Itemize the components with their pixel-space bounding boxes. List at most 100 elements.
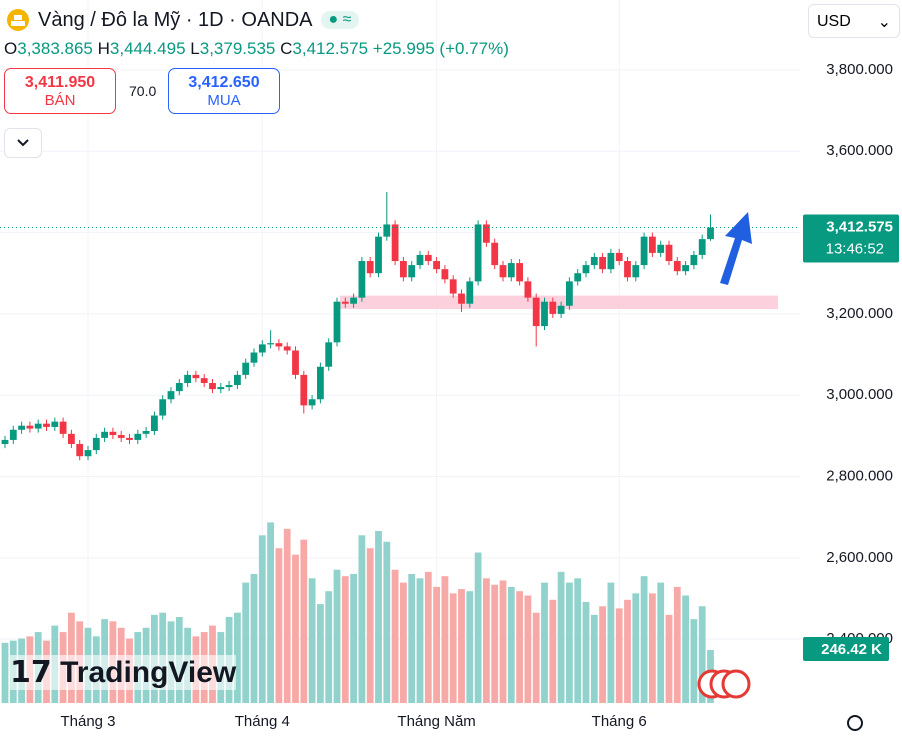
change: +25.995 (+0.77%) — [372, 39, 509, 58]
candle-body — [267, 343, 274, 345]
candle-body — [474, 224, 482, 282]
candle-body — [283, 346, 291, 351]
gold-icon — [7, 9, 29, 31]
volume-bar — [325, 591, 333, 703]
volume-bar — [466, 591, 474, 703]
candle-body — [449, 279, 457, 294]
candle-body — [458, 293, 465, 304]
price-axis-bg — [800, 0, 902, 739]
candle-body — [433, 261, 440, 270]
candle-body — [707, 227, 714, 240]
candle-body — [624, 261, 631, 278]
volume-bar — [341, 576, 349, 703]
volume-bar — [441, 576, 449, 703]
volume-bar — [582, 601, 590, 703]
volume-bar — [366, 548, 374, 703]
y-tick-label: 3,000.000 — [826, 386, 893, 403]
c-label: C — [280, 39, 293, 58]
volume-bar — [566, 582, 573, 703]
candle-body — [18, 425, 25, 430]
candle-body — [225, 385, 233, 388]
candle-body — [117, 435, 125, 438]
candle-body — [200, 378, 208, 384]
candle-body — [466, 281, 474, 304]
y-tick-label: 2,600.000 — [826, 549, 893, 566]
volume-bar — [673, 586, 681, 703]
buy-price: 3,412.650 — [188, 74, 260, 91]
volume-bar — [1, 642, 9, 703]
header: Vàng / Đô la Mỹ · 1D · OANDA ● ≈ — [6, 8, 360, 32]
buy-label: MUA — [207, 92, 241, 109]
volume-bar — [424, 571, 432, 703]
y-tick-label: 3,200.000 — [826, 305, 893, 322]
candle-body — [375, 236, 382, 274]
candle-body — [566, 281, 573, 306]
settings-icon — [847, 715, 863, 731]
logo-mark: 𝟭𝟳 — [10, 656, 61, 689]
candle-body — [665, 244, 673, 262]
candle-body — [209, 383, 216, 390]
status-pill[interactable]: ● ≈ — [320, 11, 360, 29]
currency-select[interactable]: USD ⌄ — [808, 4, 900, 38]
o-value: 3,383.865 — [17, 39, 93, 58]
candle-body — [549, 301, 557, 314]
volume-bar — [333, 569, 341, 703]
candle-body — [698, 239, 706, 255]
volume-bar — [474, 552, 482, 703]
volume-label: 246.42 K — [821, 641, 882, 658]
volume-bar — [308, 578, 316, 703]
candle-body — [524, 281, 532, 298]
volume-bar — [317, 604, 324, 703]
candle-body — [26, 425, 34, 429]
x-tick-label: Tháng 6 — [592, 713, 647, 730]
sell-label: BÁN — [44, 92, 76, 109]
candle-body — [234, 374, 241, 386]
volume-tag — [803, 637, 889, 662]
candle-body — [640, 236, 648, 266]
candle-body — [250, 352, 258, 363]
candle-body — [109, 431, 117, 436]
candle-body — [582, 265, 590, 274]
volume-bar — [690, 619, 698, 703]
candle-body — [507, 263, 515, 278]
candle-body — [341, 301, 349, 304]
symbol-title: Vàng / Đô la Mỹ · 1D · OANDA — [38, 8, 313, 31]
candle-body — [84, 450, 92, 457]
y-tick-label: 3,800.000 — [826, 61, 893, 78]
volume-bar — [649, 593, 656, 703]
candle-body — [126, 437, 133, 440]
candle-body — [242, 362, 250, 375]
candle-body — [184, 374, 191, 384]
volume-bar — [682, 595, 689, 703]
buy-button[interactable]: 3,412.650 MUA — [168, 68, 280, 114]
candle-body — [532, 297, 540, 327]
sell-button[interactable]: 3,411.950 BÁN — [4, 68, 116, 114]
candle-body — [333, 301, 341, 343]
candle-body — [358, 261, 366, 298]
c-value: 3,412.575 — [292, 39, 369, 58]
volume-bar — [657, 582, 665, 703]
candle-body — [366, 261, 374, 274]
candle-body — [350, 297, 357, 304]
candle-body — [59, 421, 67, 434]
candle-body — [590, 256, 598, 266]
x-tick-label: Tháng Năm — [397, 713, 475, 730]
candle-body — [690, 254, 698, 266]
volume-bar — [507, 586, 515, 703]
volume-bar — [574, 578, 582, 703]
candle-body — [275, 343, 283, 347]
volume-bar — [640, 576, 648, 703]
h-label: H — [97, 39, 110, 58]
last-price-label: 3,412.575 — [826, 218, 893, 235]
candle-body — [416, 254, 424, 266]
ohlc: O3,383.865 H3,444.495 L3,379.535 C3,412.… — [4, 39, 509, 59]
candle-body — [317, 366, 324, 400]
candle-body — [541, 301, 548, 327]
collapse-button[interactable] — [4, 128, 42, 158]
candle-body — [76, 444, 84, 457]
candle-body — [258, 344, 266, 353]
candle-body — [175, 383, 183, 392]
candle-body — [325, 342, 333, 367]
last-price-tag — [803, 214, 899, 263]
